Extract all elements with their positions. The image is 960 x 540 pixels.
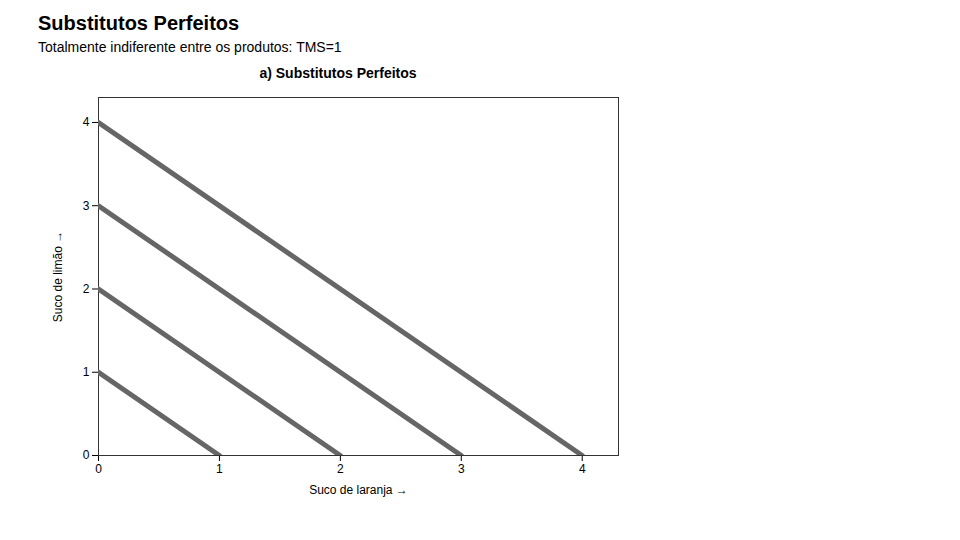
svg-text:1: 1 xyxy=(216,462,223,476)
svg-text:4: 4 xyxy=(579,462,586,476)
svg-text:1: 1 xyxy=(83,365,90,379)
svg-text:3: 3 xyxy=(83,199,90,213)
svg-text:3: 3 xyxy=(458,462,465,476)
svg-text:0: 0 xyxy=(83,448,90,462)
svg-text:Suco de laranja →: Suco de laranja → xyxy=(309,483,408,497)
html-text:Totalmente indiferente entre o: Totalmente indiferente entre os produtos… xyxy=(38,39,342,55)
svg-text:Suco de limão →: Suco de limão → xyxy=(51,231,65,322)
svg-text:4: 4 xyxy=(83,115,90,129)
html-text:Substitutos Perfeitos: Substitutos Perfeitos xyxy=(38,12,240,34)
svg-text:2: 2 xyxy=(83,282,90,296)
svg-text:0: 0 xyxy=(95,462,102,476)
svg-text:2: 2 xyxy=(337,462,344,476)
html-text:a) Substitutos Perfeitos: a) Substitutos Perfeitos xyxy=(259,65,417,81)
